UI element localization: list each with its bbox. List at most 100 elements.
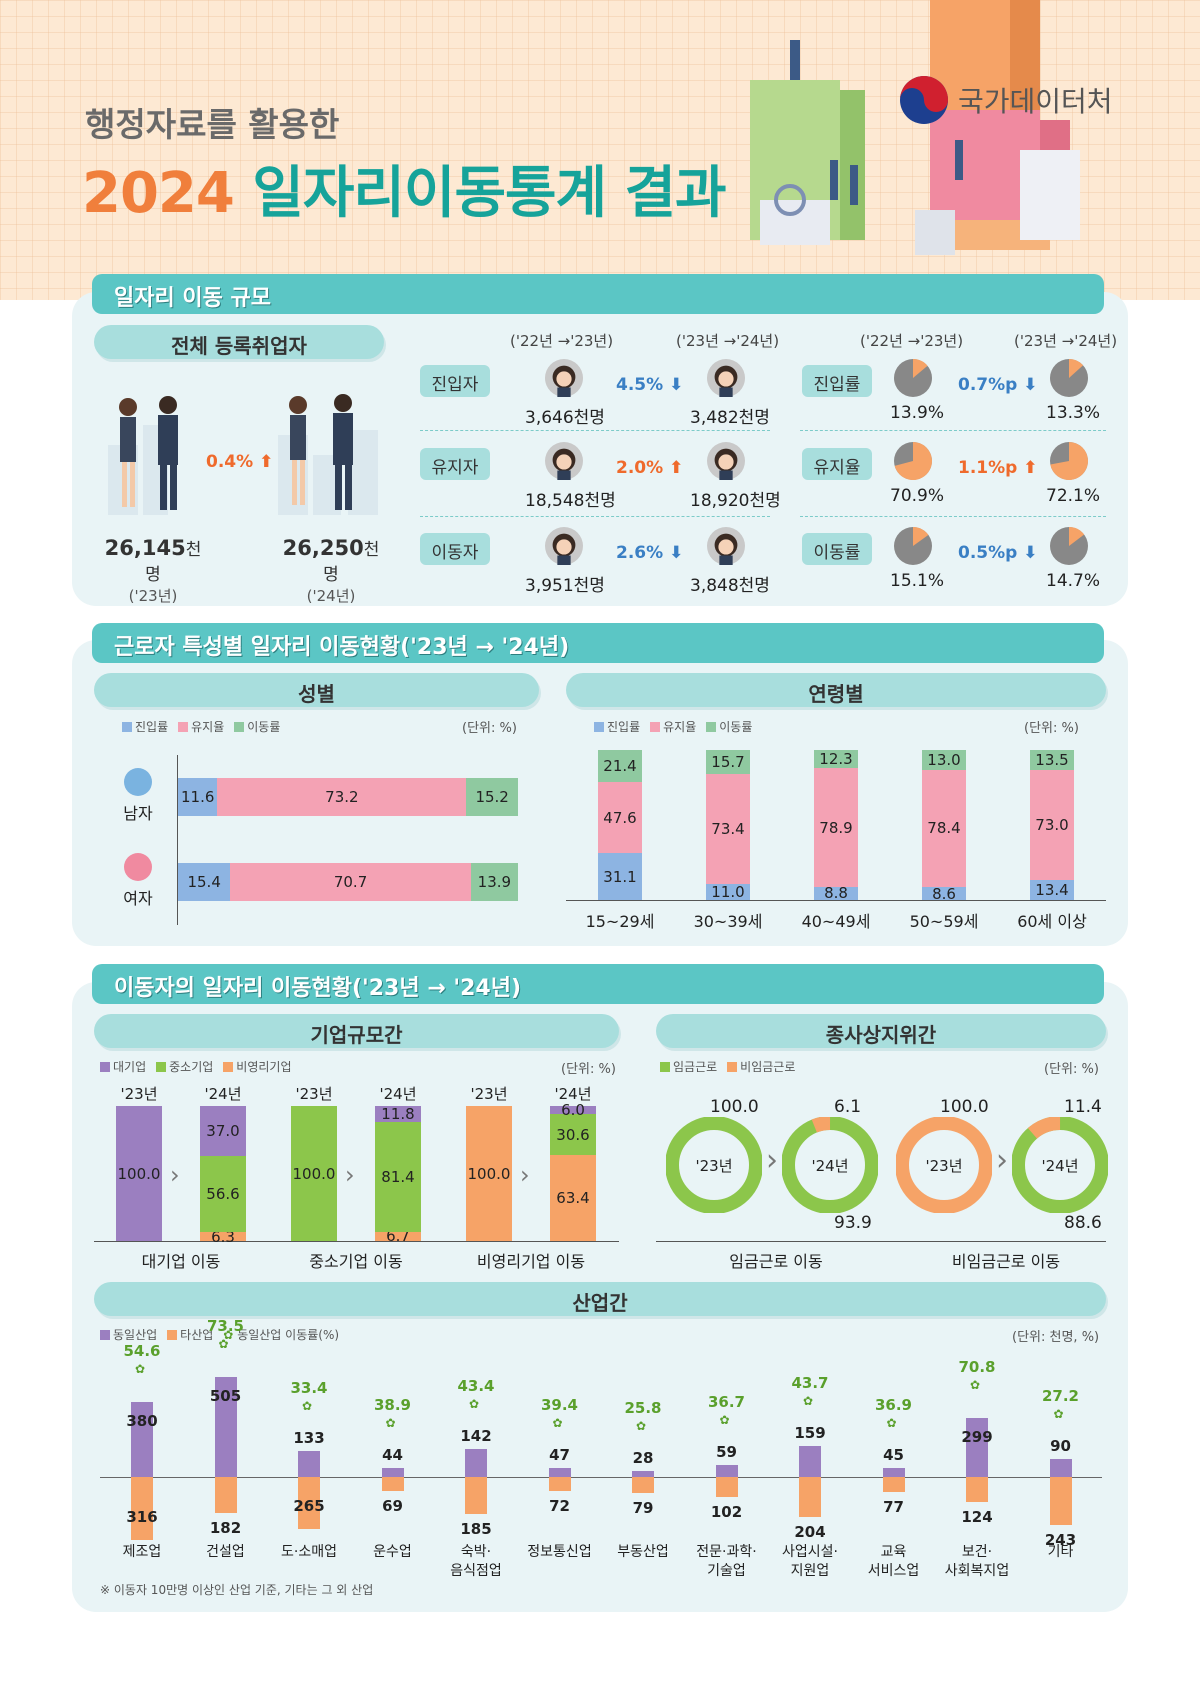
page-title: 2024 일자리이동통계 결과 — [82, 148, 727, 229]
industry-rate-value: 36.7 — [707, 1393, 745, 1412]
industry-bar-other — [632, 1477, 654, 1493]
firm-bar-2023: 100.0 — [466, 1106, 512, 1241]
industry-other-value: 102 — [710, 1503, 743, 1522]
industry-label-line: 보건· — [961, 1544, 993, 1560]
industry-bar-other — [214, 1477, 237, 1514]
industry-legend: 동일산업 타산업 ✿ 동일산업 이동률(%) — [100, 1326, 339, 1343]
logo-text: 국가데이터처 — [958, 85, 1113, 118]
industry-bar-other — [298, 1477, 320, 1530]
industry-same-value: 28 — [632, 1449, 654, 1468]
gear-icon: ✿ — [970, 1377, 981, 1392]
industry-label-line: 건설업 — [206, 1544, 245, 1560]
firm-group-label: 비영리기업 이동 — [476, 1252, 586, 1271]
industry-bar-other — [966, 1477, 988, 1502]
age-bar-segment: 8.6 — [922, 885, 966, 903]
rate-pie-a — [894, 442, 932, 480]
industry-label-line: 기술업 — [707, 1563, 746, 1579]
count-value-b: 3,848천명 — [690, 576, 770, 596]
industry-other-value: 265 — [293, 1497, 325, 1516]
person-icon — [707, 442, 745, 480]
period-label: ('22년 →'23년) — [510, 332, 614, 350]
legend-item: 진입률 — [122, 718, 168, 735]
gender-legend: 진입률 유지율 이동률 — [122, 718, 280, 735]
rate-value-b: 72.1% — [1046, 486, 1101, 506]
age-bar-segment: 8.8 — [814, 884, 858, 902]
count-value-b: 18,920천명 — [690, 491, 781, 511]
count-change: 2.6% ⬇ — [616, 543, 684, 563]
gender-bar-segment: 70.7 — [230, 863, 471, 901]
divider — [420, 430, 770, 431]
industry-other-value: 243 — [1044, 1531, 1077, 1550]
age-header: 연령별 — [566, 673, 1106, 707]
industry-label: 보건· 사회복지업 — [935, 1543, 1019, 1581]
gender-label: 여자 — [123, 889, 153, 908]
person-icon — [545, 359, 583, 397]
legend-label: 동일산업 이동률(%) — [237, 1328, 340, 1342]
age-bar-segment: 21.4 — [598, 750, 642, 783]
age-bar-segment: 78.4 — [922, 769, 966, 888]
age-bar-segment: 13.0 — [922, 750, 966, 770]
firm-bar-2024-segment: 6.3 — [200, 1228, 246, 1246]
count-value-a: 3,951천명 — [525, 576, 605, 596]
industry-rate-value: 43.4 — [457, 1376, 495, 1395]
industry-bar-other — [465, 1477, 487, 1514]
age-bar-segment: 11.0 — [706, 883, 750, 901]
year-label: '23년 — [925, 1157, 963, 1175]
legend-label: 동일산업 — [113, 1328, 158, 1342]
industry-label-line: 숙박· — [460, 1544, 492, 1560]
firm-bar-2024-segment: 6.0 — [550, 1101, 596, 1119]
unit-label: (단위: %) — [1024, 721, 1079, 736]
age-bar-segment: 13.4 — [1030, 879, 1074, 900]
firm-bar-2024-segment: 11.8 — [375, 1105, 421, 1123]
industry-rate-value: 38.9 — [373, 1396, 411, 1415]
industry-same-value: 45 — [883, 1446, 904, 1465]
age-label: 15~29세 — [585, 912, 655, 931]
legend-item: 유지율 — [178, 718, 224, 735]
gear-icon: ✿ — [719, 1413, 730, 1428]
industry-label-line: 운수업 — [373, 1544, 412, 1560]
gender-bar-segment: 13.9 — [470, 863, 518, 901]
legend-label: 유지율 — [191, 720, 225, 734]
rate-value-a: 70.9% — [890, 486, 945, 506]
industry-label: 전문·과학· 기술업 — [685, 1543, 769, 1581]
firm-bar-2024-segment: 6.7 — [375, 1227, 421, 1245]
legend-item: 동일산업 — [100, 1326, 157, 1343]
status-big-value: 93.9 — [834, 1213, 872, 1233]
industry-other-value: 124 — [961, 1507, 993, 1526]
age-bar-segment: 13.5 — [1030, 750, 1074, 771]
status-donut-2024 — [1012, 1117, 1108, 1213]
count-value-a: 18,548천명 — [525, 491, 616, 511]
rate-pie-a — [894, 359, 932, 397]
gear-icon: ✿ — [223, 1328, 234, 1342]
status-big-value: 88.6 — [1064, 1213, 1102, 1233]
industry-label: 건설업 — [184, 1543, 268, 1562]
industry-rate-value: 43.7 — [791, 1373, 829, 1392]
industry-rate-value: 36.9 — [874, 1396, 912, 1415]
gender-icon — [124, 768, 152, 796]
industry-label-line: 전문·과학· — [696, 1544, 757, 1560]
firm-group-label: 대기업 이동 — [141, 1252, 221, 1271]
page-subtitle: 행정자료를 활용한 — [85, 105, 340, 144]
industry-rate-value: 54.6 — [123, 1341, 161, 1360]
rate-change: 0.7%p ⬇ — [958, 375, 1038, 395]
firm-bar-2024-segment: 37.0 — [200, 1106, 246, 1157]
logo: 국가데이터처 — [898, 74, 1113, 126]
legend-label: 유지율 — [663, 720, 697, 734]
gear-icon: ✿ — [135, 1361, 146, 1376]
gender-label: 남자 — [123, 804, 153, 823]
chevron-right-icon: › — [520, 1161, 530, 1189]
legend-item: 중소기업 — [156, 1058, 213, 1075]
age-bar-segment: 31.1 — [598, 853, 642, 900]
industry-same-value: 505 — [209, 1387, 242, 1405]
rate-value-b: 14.7% — [1046, 571, 1101, 591]
industry-rate-value: 39.4 — [540, 1395, 578, 1414]
taegeuk-logo-icon — [900, 76, 948, 124]
industry-other-value: 72 — [549, 1497, 570, 1516]
year-label: ('23년) — [128, 587, 178, 605]
gear-icon: ✿ — [385, 1416, 396, 1431]
count-change: 4.5% ⬇ — [616, 375, 684, 395]
gear-icon: ✿ — [803, 1393, 814, 1408]
arrow-up-icon: ⬆ — [259, 452, 274, 472]
industry-other-value: 185 — [460, 1519, 492, 1538]
industry-same-value: 47 — [549, 1445, 570, 1464]
